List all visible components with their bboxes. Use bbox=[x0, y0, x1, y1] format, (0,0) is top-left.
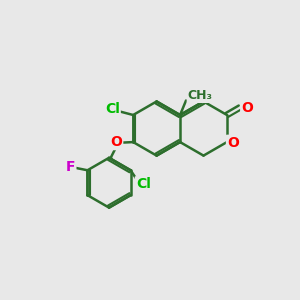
Text: F: F bbox=[66, 160, 75, 174]
Text: Cl: Cl bbox=[105, 102, 120, 116]
Text: O: O bbox=[227, 136, 239, 150]
Text: CH₃: CH₃ bbox=[188, 89, 213, 102]
Text: O: O bbox=[241, 100, 253, 115]
Text: Cl: Cl bbox=[136, 177, 151, 191]
Text: O: O bbox=[110, 135, 122, 149]
